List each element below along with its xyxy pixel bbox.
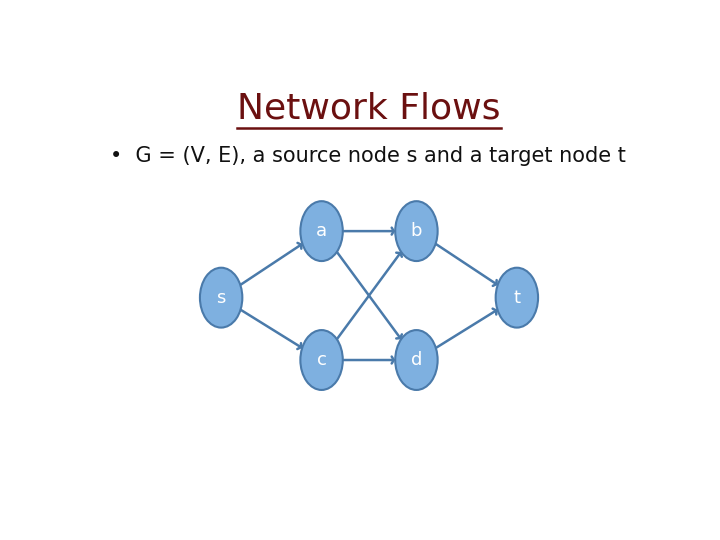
Text: a: a xyxy=(316,222,327,240)
Ellipse shape xyxy=(300,330,343,390)
Text: •  G = (V, E), a source node s and a target node t: • G = (V, E), a source node s and a targ… xyxy=(109,146,626,166)
Text: s: s xyxy=(217,289,226,307)
Text: c: c xyxy=(317,351,326,369)
Ellipse shape xyxy=(395,201,438,261)
Ellipse shape xyxy=(200,268,243,328)
Text: d: d xyxy=(410,351,422,369)
Text: t: t xyxy=(513,289,521,307)
Ellipse shape xyxy=(495,268,538,328)
Text: b: b xyxy=(410,222,422,240)
Ellipse shape xyxy=(395,330,438,390)
Ellipse shape xyxy=(300,201,343,261)
Text: Network Flows: Network Flows xyxy=(238,92,500,126)
